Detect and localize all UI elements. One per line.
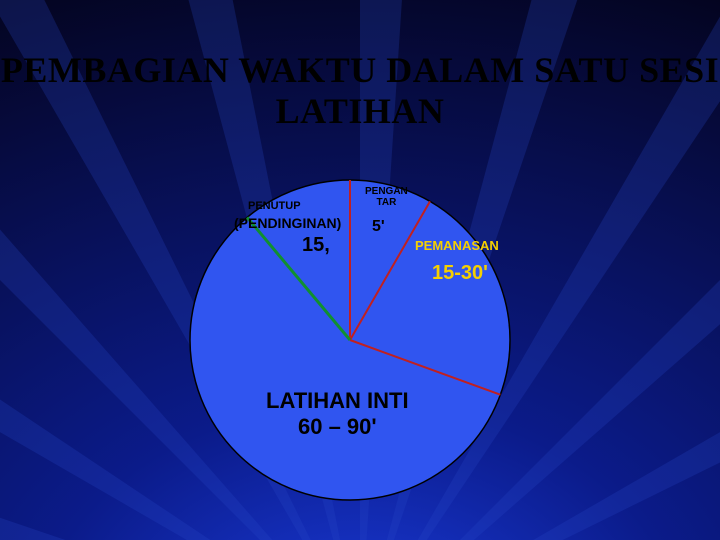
label-pengantar-name: PENGAN TAR xyxy=(365,186,408,208)
label-pemanasan-value: 15-30' xyxy=(432,262,488,285)
label-penutup-value: 15, xyxy=(302,234,330,257)
slide: PEMBAGIAN WAKTU DALAM SATU SESI LATIHAN … xyxy=(0,0,720,540)
label-inti-value: 60 – 90' xyxy=(298,414,377,440)
label-pemanasan-name: PEMANASAN xyxy=(415,238,499,253)
label-penutup-name: PENUTUP xyxy=(248,200,301,212)
title-line-2: LATIHAN xyxy=(276,91,445,131)
slide-title: PEMBAGIAN WAKTU DALAM SATU SESI LATIHAN xyxy=(0,50,720,133)
label-penutup-sub: (PENDINGINAN) xyxy=(234,215,341,231)
label-pengantar-value: 5' xyxy=(372,218,385,236)
title-line-1: PEMBAGIAN WAKTU DALAM SATU SESI xyxy=(1,50,719,90)
label-inti-name: LATIHAN INTI xyxy=(266,388,409,414)
